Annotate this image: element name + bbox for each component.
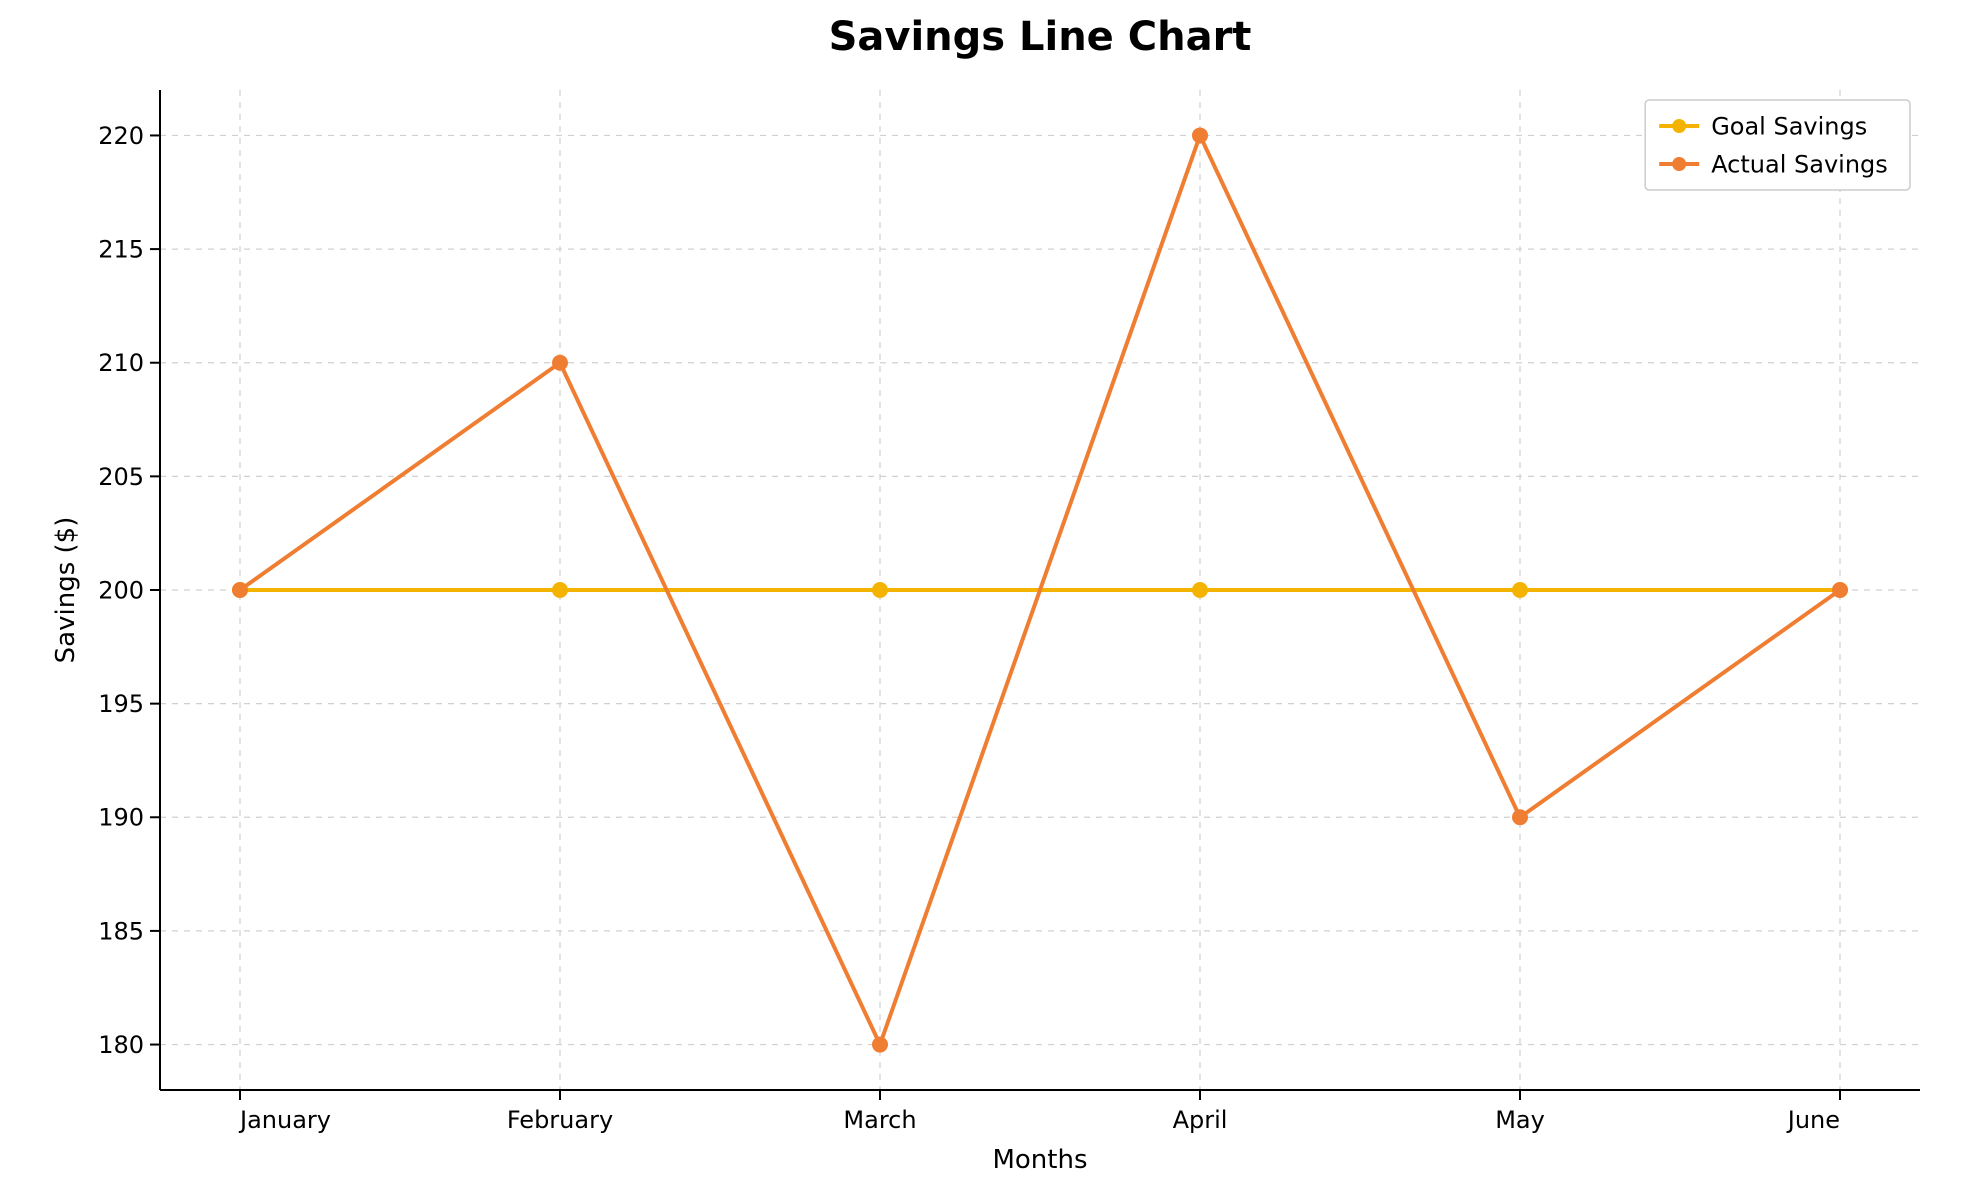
y-axis-label: Savings ($) <box>51 517 81 664</box>
x-tick-label: May <box>1495 1106 1545 1134</box>
x-tick-label: June <box>1786 1106 1840 1134</box>
series-marker-1 <box>1192 127 1208 143</box>
y-tick-label: 215 <box>98 235 144 263</box>
y-tick-label: 200 <box>98 576 144 604</box>
x-axis-label: Months <box>992 1145 1087 1175</box>
legend-label: Actual Savings <box>1711 150 1888 178</box>
series-marker-1 <box>1512 809 1528 825</box>
y-tick-label: 195 <box>98 690 144 718</box>
chart-container: January February March April May June 180 185 19… <box>0 0 1980 1180</box>
x-tick-label: February <box>507 1106 613 1134</box>
x-tick-label: January <box>238 1106 331 1134</box>
y-tick-label: 185 <box>98 917 144 945</box>
series-marker-0 <box>1512 582 1528 598</box>
legend-label: Goal Savings <box>1711 112 1867 140</box>
y-tick-label: 190 <box>98 804 144 832</box>
y-tick-label: 180 <box>98 1031 144 1059</box>
series-marker-1 <box>552 355 568 371</box>
series-marker-1 <box>232 582 248 598</box>
legend-sample-marker <box>1672 119 1686 133</box>
legend-sample-marker <box>1672 157 1686 171</box>
series-marker-0 <box>872 582 888 598</box>
series-marker-0 <box>552 582 568 598</box>
x-tick-label: April <box>1173 1106 1228 1134</box>
y-tick-label: 210 <box>98 349 144 377</box>
chart-title: Savings Line Chart <box>829 14 1252 60</box>
series-marker-1 <box>1832 582 1848 598</box>
savings-line-chart: January February March April May June 180 185 19… <box>0 0 1980 1180</box>
y-tick-label: 220 <box>98 122 144 150</box>
x-tick-label: March <box>843 1106 916 1134</box>
y-tick-label: 205 <box>98 463 144 491</box>
series-marker-1 <box>872 1037 888 1053</box>
series-marker-0 <box>1192 582 1208 598</box>
